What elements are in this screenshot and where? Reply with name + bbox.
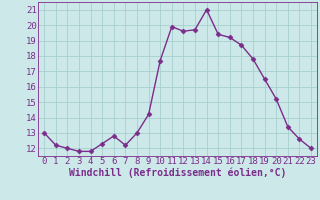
X-axis label: Windchill (Refroidissement éolien,°C): Windchill (Refroidissement éolien,°C) — [69, 168, 286, 178]
